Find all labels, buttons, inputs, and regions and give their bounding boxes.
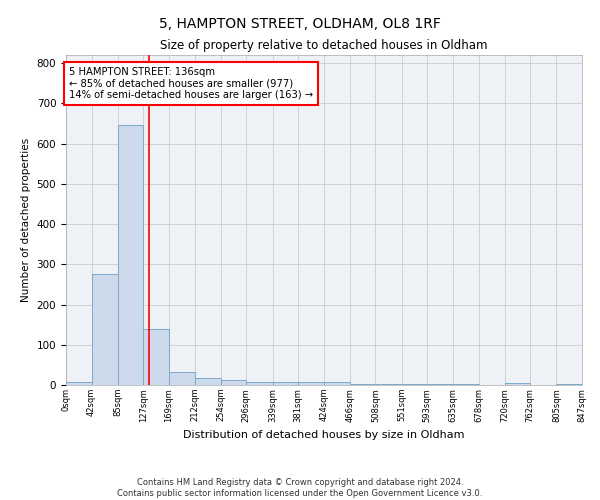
Bar xyxy=(92,274,118,385)
X-axis label: Distribution of detached houses by size in Oldham: Distribution of detached houses by size … xyxy=(183,430,465,440)
Title: Size of property relative to detached houses in Oldham: Size of property relative to detached ho… xyxy=(160,40,488,52)
Text: 5 HAMPTON STREET: 136sqm
← 85% of detached houses are smaller (977)
14% of semi-: 5 HAMPTON STREET: 136sqm ← 85% of detach… xyxy=(69,67,313,100)
Bar xyxy=(376,384,401,385)
Y-axis label: Number of detached properties: Number of detached properties xyxy=(21,138,31,302)
Bar xyxy=(325,382,350,385)
Bar xyxy=(505,383,530,385)
Text: 5, HAMPTON STREET, OLDHAM, OL8 1RF: 5, HAMPTON STREET, OLDHAM, OL8 1RF xyxy=(159,18,441,32)
Bar xyxy=(401,384,427,385)
Bar xyxy=(195,378,221,385)
Bar xyxy=(118,126,143,385)
Bar xyxy=(556,384,582,385)
Bar xyxy=(427,384,453,385)
Bar xyxy=(221,380,247,385)
Bar xyxy=(247,382,272,385)
Text: Contains HM Land Registry data © Crown copyright and database right 2024.
Contai: Contains HM Land Registry data © Crown c… xyxy=(118,478,482,498)
Bar xyxy=(169,372,195,385)
Bar xyxy=(66,382,92,385)
Bar xyxy=(298,382,325,385)
Bar xyxy=(350,384,376,385)
Bar xyxy=(143,330,169,385)
Bar xyxy=(272,382,298,385)
Bar xyxy=(453,384,479,385)
